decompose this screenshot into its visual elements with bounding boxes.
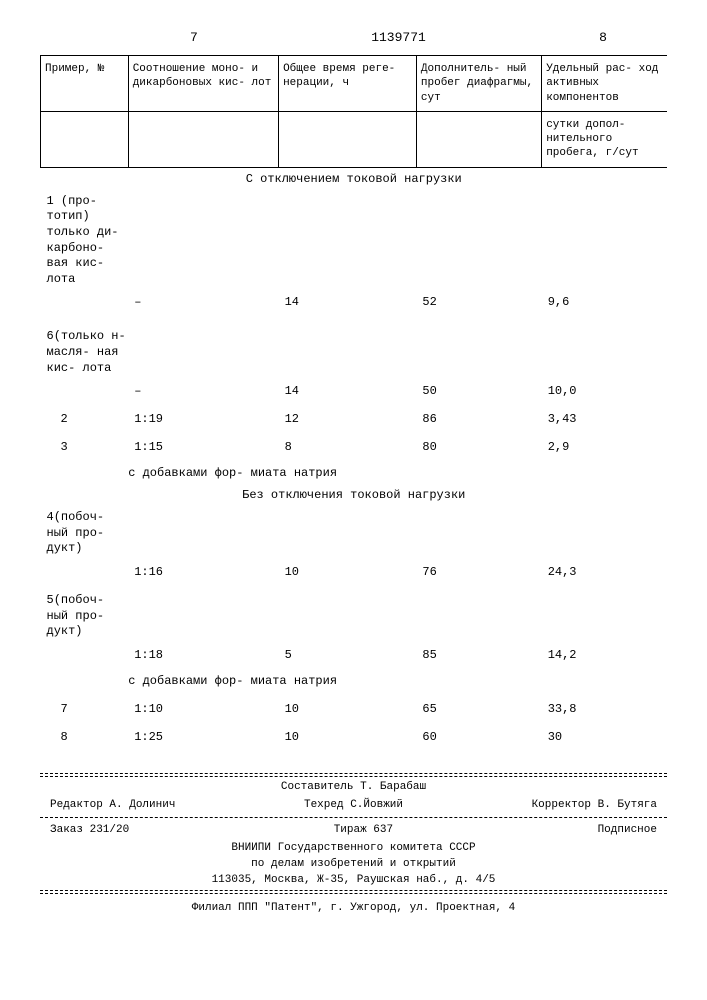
footer-corrector: Корректор В. Бутяга xyxy=(532,799,657,811)
cell: 10 xyxy=(279,726,417,748)
row4-label: 4(побоч- ный про- дукт) xyxy=(47,510,127,557)
table-row: – 14 50 10,0 xyxy=(41,380,668,402)
cell: 1:18 xyxy=(128,644,278,666)
section-1-header: С отключением токовой нагрузки xyxy=(41,167,668,190)
row1-label: 1 (про- тотип) только ди- карбоно- вая к… xyxy=(47,194,127,288)
table-row: – 14 52 9,6 xyxy=(41,291,668,313)
row5-label: 5(побоч- ный про- дукт) xyxy=(47,593,127,640)
cell: 14 xyxy=(279,291,417,313)
footer-composer: Составитель Т. Барабаш xyxy=(40,779,667,795)
row6-label: 6(только н-масля- ная кис- лота xyxy=(47,329,127,376)
cell: 52 xyxy=(416,291,541,313)
cell: 76 xyxy=(416,561,541,583)
cell: 5 xyxy=(279,644,417,666)
header-col5-sub: сутки допол- нительного пробега, г/сут xyxy=(542,111,667,167)
cell: 50 xyxy=(416,380,541,402)
section-2-header: Без отключения токовой нагрузки xyxy=(41,484,668,506)
table-row: 7 1:10 10 65 33,8 xyxy=(41,698,668,720)
footer-order: Заказ 231/20 xyxy=(50,824,129,836)
footer-editor: Редактор А. Долинич xyxy=(50,799,175,811)
cell: 12 xyxy=(279,408,417,430)
footer-addr1: 113035, Москва, Ж-35, Раушская наб., д. … xyxy=(40,872,667,888)
cell: 2,9 xyxy=(542,436,667,458)
header-col5: Удельный рас- ход активных компонентов xyxy=(542,56,667,112)
cell: 85 xyxy=(416,644,541,666)
footer-org2: по делам изобретений и открытий xyxy=(40,856,667,872)
footer-tirazh: Тираж 637 xyxy=(334,824,393,836)
cell: 65 xyxy=(416,698,541,720)
cell: 1:16 xyxy=(128,561,278,583)
table-row: 4(побоч- ный про- дукт) xyxy=(41,506,668,561)
cell: 24,3 xyxy=(542,561,667,583)
cell: 14 xyxy=(279,380,417,402)
cell: – xyxy=(128,380,278,402)
cell: 86 xyxy=(416,408,541,430)
row2-label: 2 xyxy=(41,408,129,430)
page-left: 7 xyxy=(190,30,198,45)
cell: 14,2 xyxy=(542,644,667,666)
note-2: с добавками фор- миата натрия xyxy=(128,666,667,692)
table-row: 2 1:19 12 86 3,43 xyxy=(41,408,668,430)
cell: 3,43 xyxy=(542,408,667,430)
header-col1: Пример, № xyxy=(41,56,129,112)
cell: 10 xyxy=(279,698,417,720)
table-row: 6(только н-масля- ная кис- лота xyxy=(41,325,668,380)
cell: 1:25 xyxy=(128,726,278,748)
table-subheader-row: сутки допол- нительного пробега, г/сут xyxy=(41,111,668,167)
row8-label: 8 xyxy=(41,726,129,748)
patent-number: 1139771 xyxy=(371,30,426,45)
footer-block: Составитель Т. Барабаш Редактор А. Долин… xyxy=(40,773,667,916)
header-col3: Общее время реге- нерации, ч xyxy=(279,56,417,112)
table-header-row: Пример, № Соотношение моно- и дикарбонов… xyxy=(41,56,668,112)
cell: 1:10 xyxy=(128,698,278,720)
cell: 30 xyxy=(542,726,667,748)
row7-label: 7 xyxy=(41,698,129,720)
cell: 10,0 xyxy=(542,380,667,402)
footer-org1: ВНИИПИ Государственного комитета СССР xyxy=(40,840,667,856)
data-table: Пример, № Соотношение моно- и дикарбонов… xyxy=(40,55,667,748)
cell: 8 xyxy=(279,436,417,458)
row3-label: 3 xyxy=(41,436,129,458)
cell: 60 xyxy=(416,726,541,748)
note-1: с добавками фор- миата натрия xyxy=(128,458,667,484)
page-header: 7 1139771 8 xyxy=(40,30,667,45)
footer-techred: Техред С.Йовжий xyxy=(304,799,403,811)
footer-branch: Филиал ППП "Патент", г. Ужгород, ул. Про… xyxy=(40,896,667,916)
header-col2: Соотношение моно- и дикарбоновых кис- ло… xyxy=(128,56,278,112)
cell: 1:19 xyxy=(128,408,278,430)
cell: 1:15 xyxy=(128,436,278,458)
table-row: 1:18 5 85 14,2 xyxy=(41,644,668,666)
table-row: 1:16 10 76 24,3 xyxy=(41,561,668,583)
cell: 10 xyxy=(279,561,417,583)
header-col4: Дополнитель- ный пробег диафрагмы, сут xyxy=(416,56,541,112)
table-row: 8 1:25 10 60 30 xyxy=(41,726,668,748)
footer-sub: Подписное xyxy=(598,824,657,836)
table-row: 5(побоч- ный про- дукт) xyxy=(41,589,668,644)
table-row: 1 (про- тотип) только ди- карбоно- вая к… xyxy=(41,190,668,292)
cell: 9,6 xyxy=(542,291,667,313)
table-row: 3 1:15 8 80 2,9 xyxy=(41,436,668,458)
cell: 33,8 xyxy=(542,698,667,720)
page-right: 8 xyxy=(599,30,607,45)
cell: – xyxy=(128,291,278,313)
cell: 80 xyxy=(416,436,541,458)
